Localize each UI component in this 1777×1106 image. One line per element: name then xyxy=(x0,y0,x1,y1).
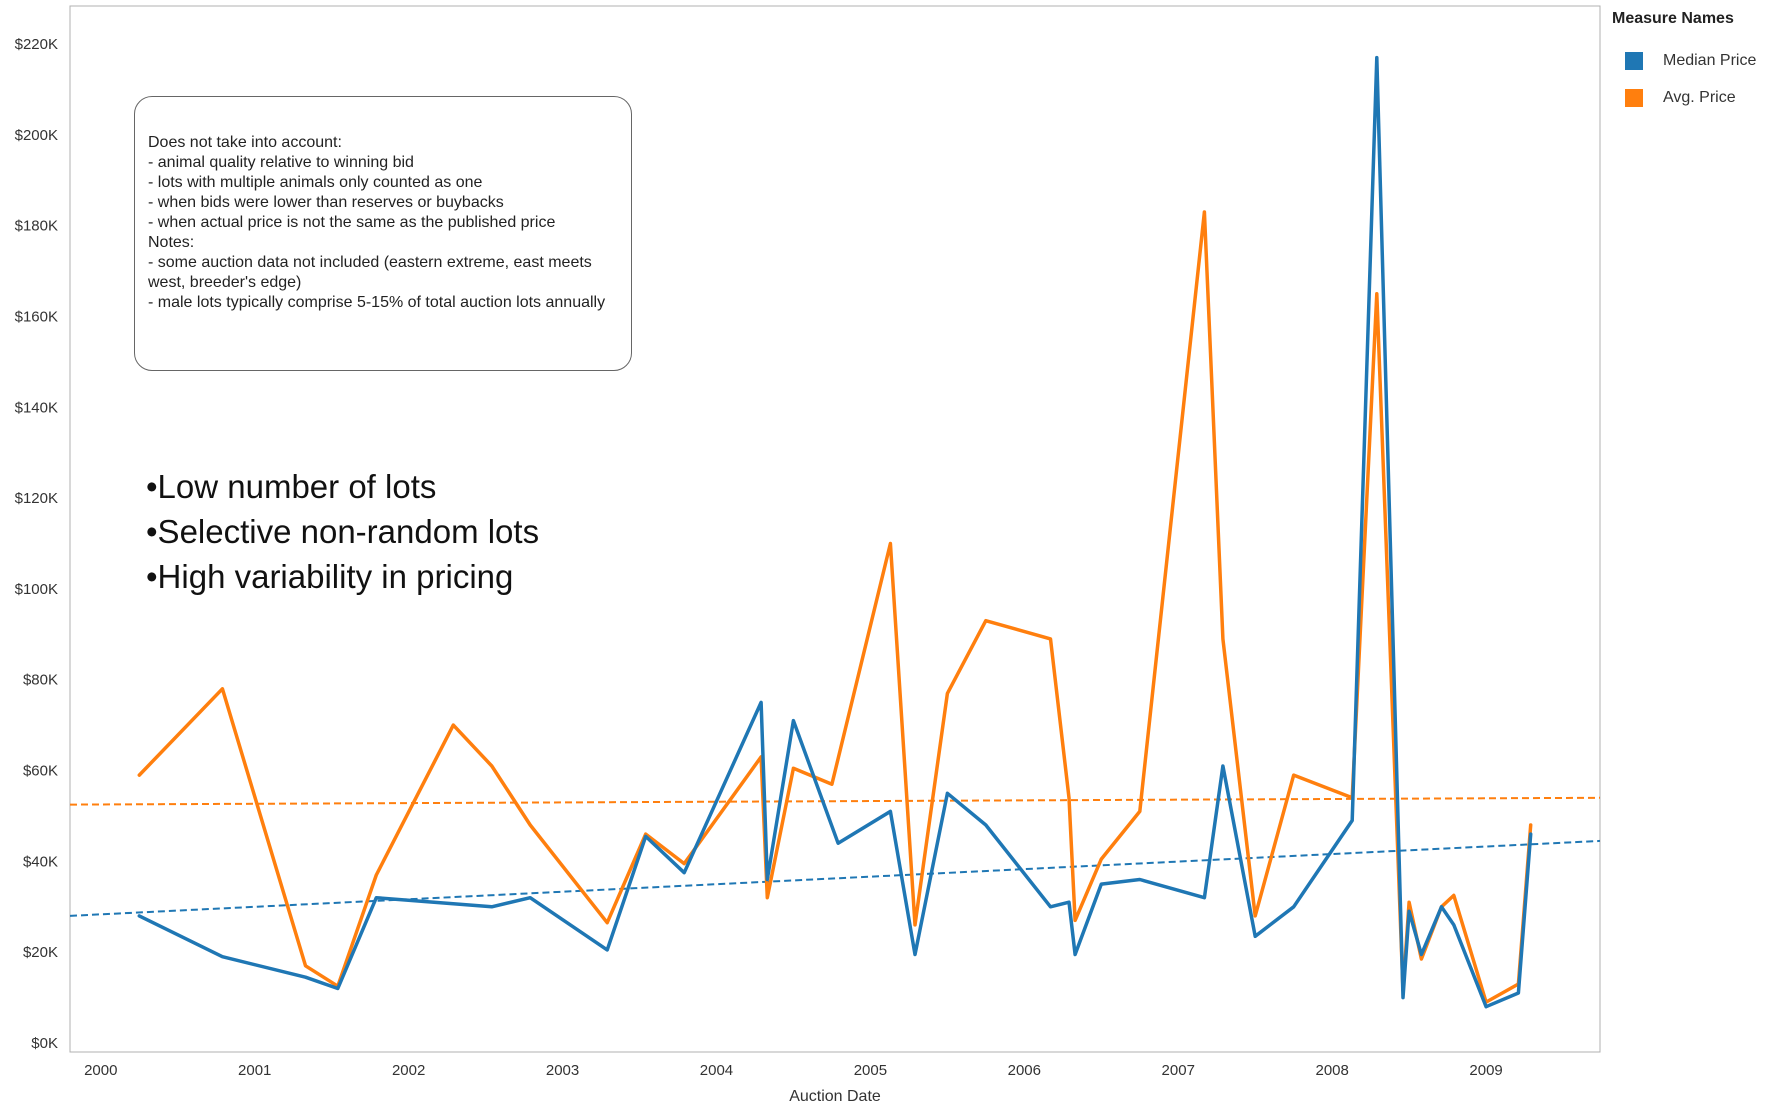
annotation-line: Does not take into account: xyxy=(148,134,342,151)
legend-item-avg-price[interactable]: Avg. Price xyxy=(1612,79,1772,116)
legend-label-avg-price: Avg. Price xyxy=(1663,88,1736,106)
annotation-line: - animal quality relative to winning bid xyxy=(148,154,414,171)
y-tick-label: $0K xyxy=(31,1035,58,1052)
series-line xyxy=(137,55,1533,1009)
x-tick-label: 2004 xyxy=(700,1062,733,1079)
x-tick-label: 2006 xyxy=(1008,1062,1041,1079)
x-tick-label: 2009 xyxy=(1469,1062,1502,1079)
y-tick-label: $20K xyxy=(23,944,58,961)
x-tick-label: 2007 xyxy=(1162,1062,1195,1079)
y-tick-label: $120K xyxy=(15,490,58,507)
trendline xyxy=(69,796,1601,806)
annotation-line: - when bids were lower than reserves or … xyxy=(148,194,504,211)
annotation-line: Notes: xyxy=(148,234,195,251)
x-tick-label: 2000 xyxy=(84,1062,117,1079)
y-axis-ticks: $0K $20K $40K $60K $80K $100K $120K $140K $160K $… xyxy=(15,36,58,1052)
x-tick-label: 2002 xyxy=(392,1062,425,1079)
annotation-line: - some auction data not included (easter… xyxy=(148,254,597,291)
x-tick-label: 2005 xyxy=(854,1062,887,1079)
y-tick-label: $140K xyxy=(15,399,58,416)
x-tick-label: 2008 xyxy=(1315,1062,1348,1079)
x-tick-label: 2001 xyxy=(238,1062,271,1079)
y-tick-label: $40K xyxy=(23,853,58,870)
bullet-list: •Low number of lots •Selective non-rando… xyxy=(146,464,539,599)
x-axis-ticks: 2000 2001 2002 2003 2004 2005 2006 2007 2008 2009 xyxy=(84,1062,1503,1079)
legend-title: Measure Names xyxy=(1612,10,1734,27)
bullet-item: •Selective non-random lots xyxy=(146,513,540,550)
bullet-item: •High variability in pricing xyxy=(146,558,514,595)
series-lines xyxy=(137,55,1533,1009)
annotation-line: - male lots typically comprise 5-15% of … xyxy=(148,294,606,311)
trendline xyxy=(69,839,1601,917)
annotation-line: - lots with multiple animals only counte… xyxy=(148,174,483,191)
annotation-line: - when actual price is not the same as t… xyxy=(148,214,556,231)
y-tick-label: $100K xyxy=(15,581,58,598)
legend-swatch-avg-price xyxy=(1625,88,1643,107)
y-tick-label: $80K xyxy=(23,672,58,689)
x-tick-label: 2003 xyxy=(546,1062,579,1079)
trendlines xyxy=(69,796,1601,917)
y-tick-label: $220K xyxy=(15,36,58,53)
annotation-box: Does not take into account: - animal qua… xyxy=(134,96,632,371)
legend-label-median-price: Median Price xyxy=(1663,51,1757,69)
legend-swatch-median-price xyxy=(1625,51,1643,70)
y-tick-label: $180K xyxy=(15,218,58,235)
plot-area-border xyxy=(69,5,1601,1053)
legend: Measure Names Median Price Avg. Price xyxy=(1612,10,1772,116)
y-tick-label: $200K xyxy=(15,127,58,144)
bullet-item: •Low number of lots xyxy=(146,468,437,505)
y-tick-label: $160K xyxy=(15,308,58,325)
y-tick-label: $60K xyxy=(23,763,58,780)
x-axis-title: Auction Date xyxy=(789,1088,881,1105)
legend-item-median-price[interactable]: Median Price xyxy=(1612,42,1772,79)
